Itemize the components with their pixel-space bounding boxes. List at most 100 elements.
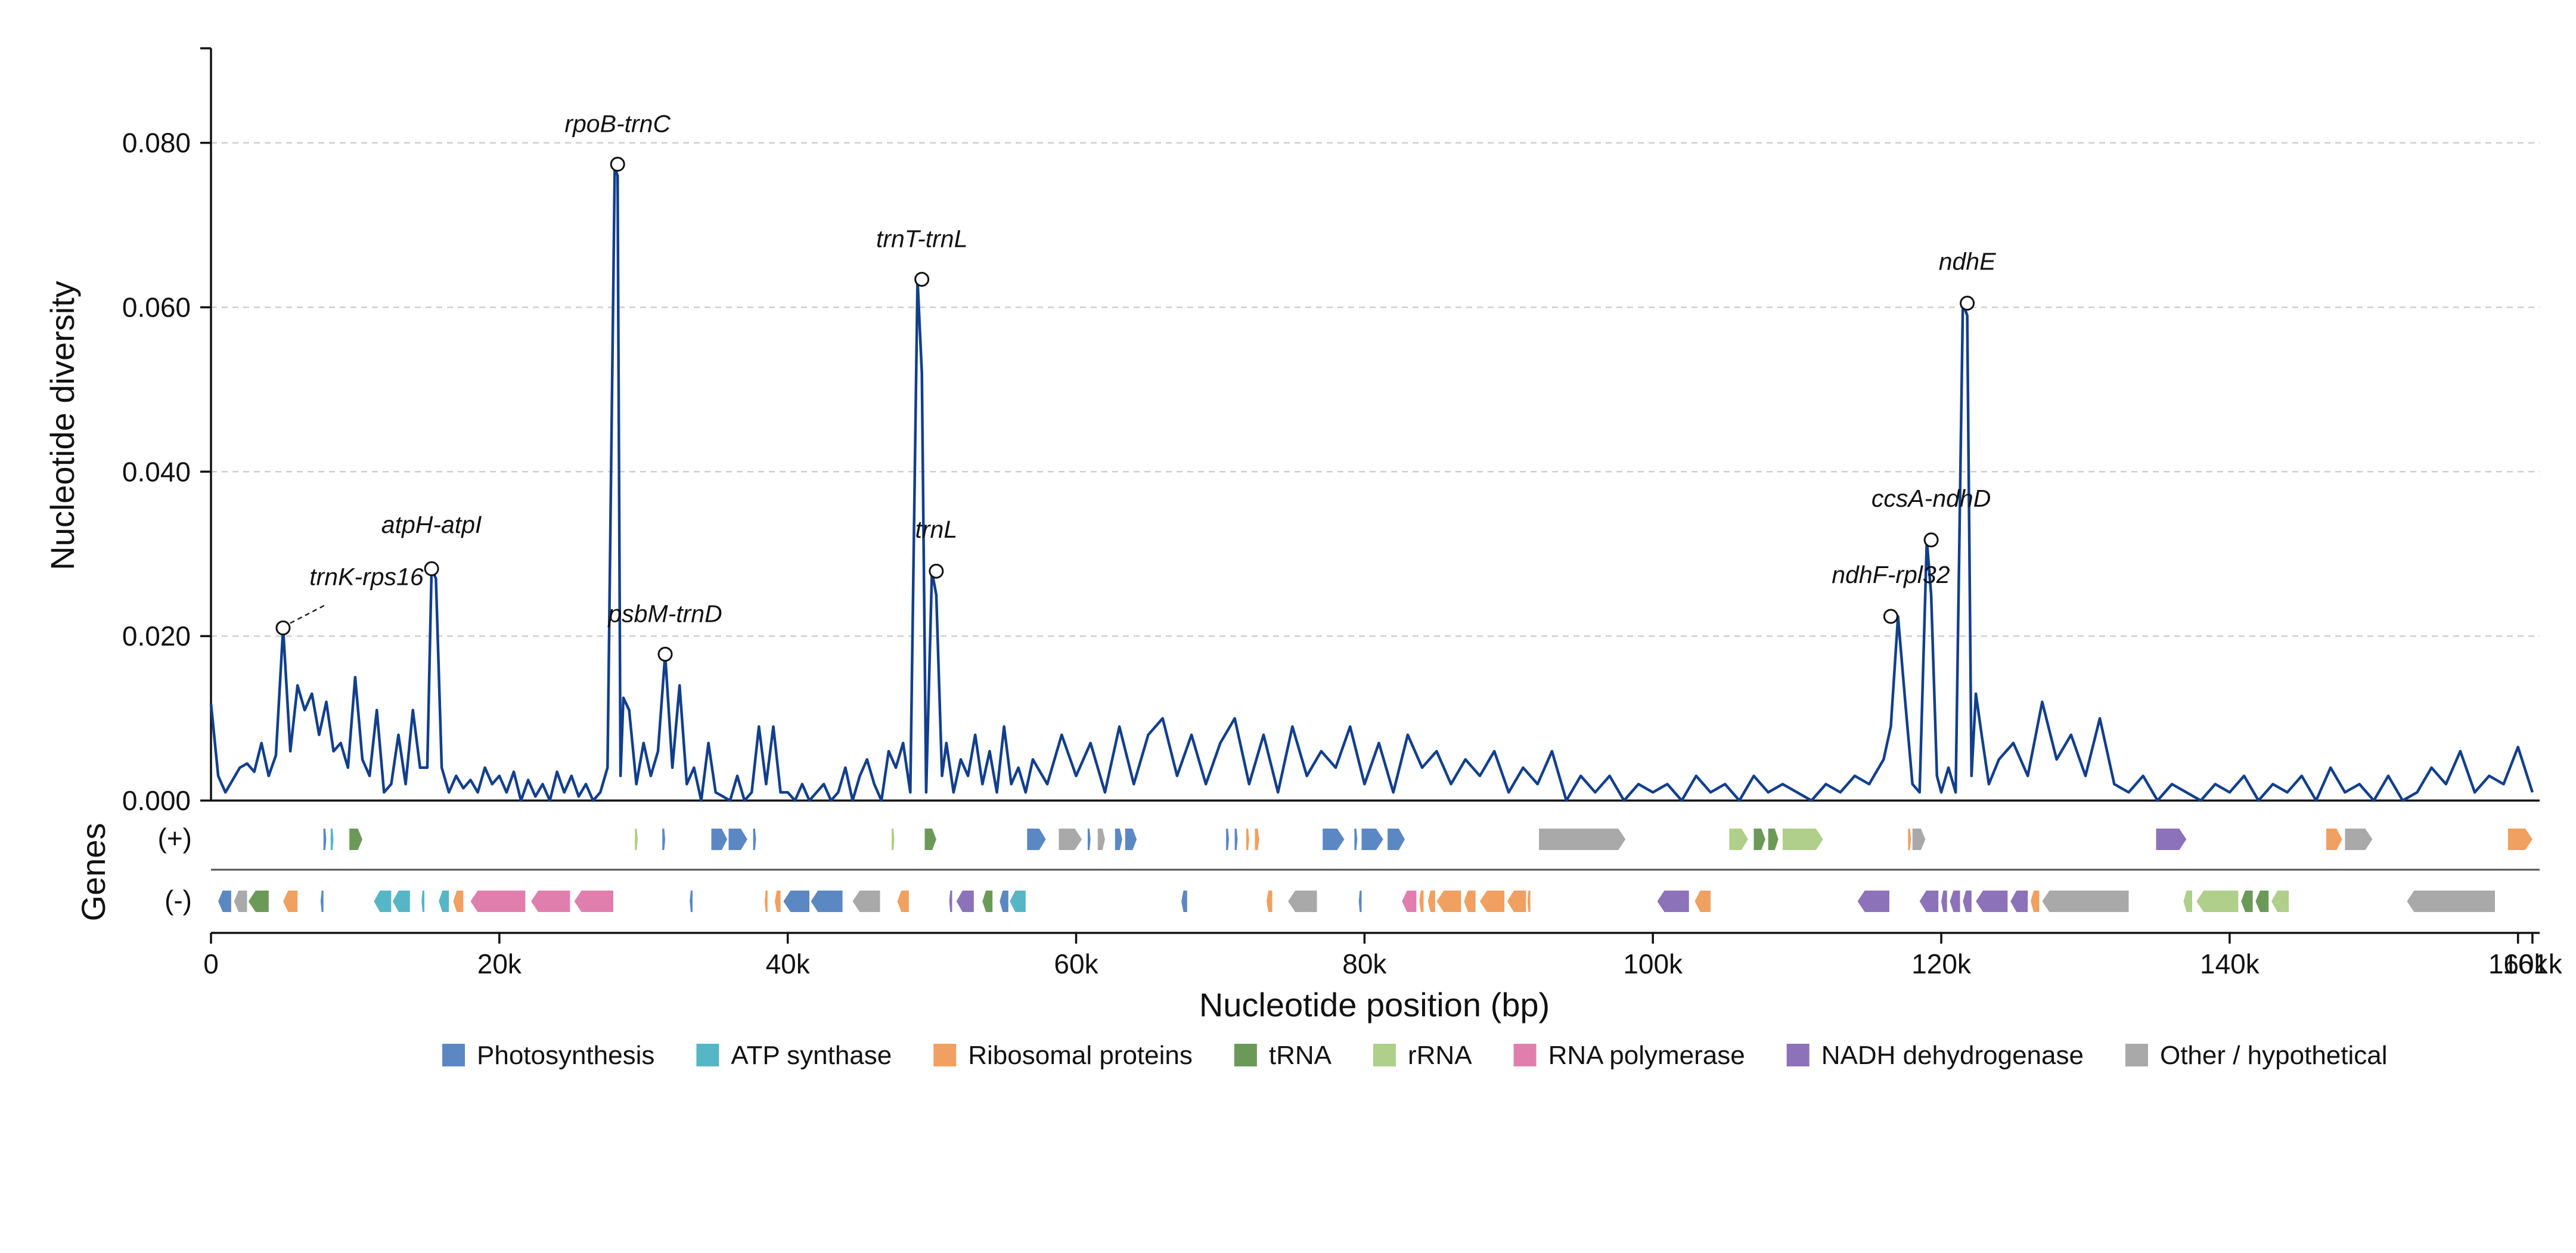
gene-arrow (783, 891, 809, 912)
legend: Photosynthesis ATP synthase Ribosomal prot… (442, 1041, 2388, 1070)
gene-arrow (2183, 891, 2192, 912)
gene-arrow (453, 891, 464, 912)
gene-arrow (956, 891, 974, 912)
gene-arrow (1402, 891, 1417, 912)
gene-arrow (774, 891, 781, 912)
gene-arrow (1419, 891, 1424, 912)
peak-annotation: rpoB-trnC (564, 110, 671, 172)
gene-arrow (1246, 829, 1249, 850)
gene-arrow (1464, 891, 1476, 912)
gene-arrow (1323, 829, 1345, 850)
peak-label: ndhF-rpl32 (1832, 561, 1950, 588)
gene-arrow (891, 829, 895, 850)
legend-swatch (2125, 1044, 2148, 1066)
peak-annotation: trnL (915, 516, 957, 579)
annotation-leader (290, 604, 325, 624)
gene-arrow (1694, 891, 1711, 912)
legend-swatch (933, 1044, 957, 1066)
gene-arrow (1027, 829, 1046, 850)
gene-arrow (1358, 891, 1362, 912)
gene-arrow (728, 829, 747, 850)
gene-arrow (1527, 891, 1531, 912)
gene-arrow (2031, 891, 2040, 912)
gene-arrow (1266, 891, 1273, 912)
minus-strand-label: (-) (165, 885, 192, 916)
gene-arrow (711, 829, 728, 850)
peak-marker (1923, 532, 1939, 548)
y-tick-label: 0.080 (122, 128, 191, 159)
gene-arrow (1963, 891, 1972, 912)
gene-arrow (349, 829, 362, 850)
legend-item: NADH dehydrogenase (1786, 1041, 2084, 1070)
gene-arrow (1857, 891, 1889, 912)
y-tick-label: 0.000 (122, 785, 191, 816)
gridlines (211, 142, 2540, 637)
gene-arrow (949, 891, 952, 912)
legend-label: RNA polymerase (1548, 1041, 1745, 1070)
gene-arrow (392, 891, 410, 912)
gene-arrow (2326, 829, 2342, 850)
peak-label: atpH-atpI (381, 511, 482, 538)
gene-arrow (1000, 891, 1008, 912)
gene-arrow (1539, 829, 1626, 850)
gene-arrow (234, 891, 247, 912)
legend-label: ATP synthase (731, 1041, 892, 1070)
gene-arrow (320, 891, 324, 912)
peak-annotation: psbM-trnD (607, 600, 722, 662)
gene-arrow (1908, 829, 1911, 850)
gene-arrow (2156, 829, 2187, 850)
gene-track-title: Genes (75, 823, 112, 922)
gene-arrow (1507, 891, 1526, 912)
gene-arrow (1255, 829, 1259, 850)
diversity-line (209, 166, 2534, 802)
x-tick-label: 0 (203, 948, 219, 979)
gene-arrow (982, 891, 993, 912)
gene-arrow (2255, 891, 2269, 912)
legend-swatch (442, 1044, 465, 1066)
gene-arrow (1479, 891, 1504, 912)
gene-arrow (753, 829, 756, 850)
plus-strand-label: (+) (158, 823, 193, 854)
gene-arrow (2271, 891, 2289, 912)
legend-item: ATP synthase (696, 1041, 892, 1070)
x-axis-title: Nucleotide position (bp) (1199, 986, 1550, 1024)
gene-arrow (1753, 829, 1765, 850)
legend-label: NADH dehydrogenase (1821, 1041, 2084, 1070)
gene-arrow (662, 829, 665, 850)
legend-swatch (1373, 1044, 1396, 1066)
peak-annotation: ndhE (1939, 248, 1996, 311)
gene-arrow (1919, 891, 1939, 912)
gene-arrow (330, 829, 334, 850)
x-tick-label: 140k (2200, 948, 2260, 979)
peak-marker (657, 646, 673, 662)
legend-swatch (696, 1044, 719, 1066)
gene-arrow (574, 891, 613, 912)
gene-arrow (1010, 891, 1026, 912)
y-axis-title: Nucleotide diversity (44, 281, 81, 570)
gene-arrow (2507, 829, 2532, 850)
peak-label: trnT-trnL (876, 225, 967, 253)
legend-item: Photosynthesis (442, 1041, 654, 1070)
gene-arrow (1181, 891, 1187, 912)
gene-arrow (1115, 829, 1122, 850)
gene-arrow (635, 829, 638, 850)
gene-arrow (2042, 891, 2129, 912)
legend-item: tRNA (1234, 1041, 1332, 1070)
peak-marker (914, 272, 930, 287)
gene-arrow (1768, 829, 1779, 850)
gene-arrow (1436, 891, 1461, 912)
gene-arrow (1354, 829, 1358, 850)
x-tick-label: 80k (1342, 948, 1387, 979)
gene-arrow (2345, 829, 2373, 850)
gene-arrow (1234, 829, 1238, 850)
peak-label: rpoB-trnC (564, 110, 671, 137)
gene-arrow (218, 891, 231, 912)
legend-item: RNA polymerase (1513, 1041, 1745, 1070)
gene-arrow (283, 891, 298, 912)
gene-arrow (374, 891, 392, 912)
y-axis: 0.000 0.020 0.040 0.060 0.080 (122, 47, 2540, 816)
gene-arrow (924, 829, 936, 850)
gene-arrow (852, 891, 880, 912)
legend-swatch (1513, 1044, 1537, 1066)
